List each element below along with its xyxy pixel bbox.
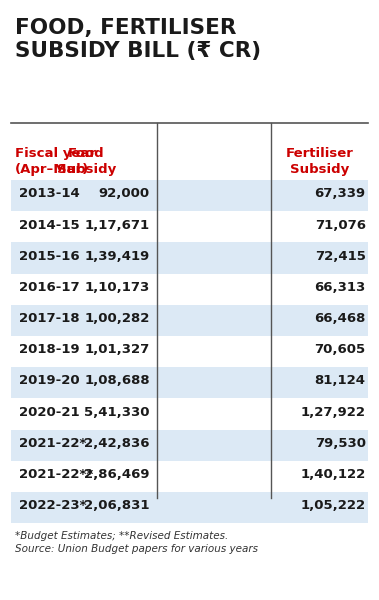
Text: Fiscal year
(Apr–Mar): Fiscal year (Apr–Mar) xyxy=(15,147,96,175)
Text: 1,10,173: 1,10,173 xyxy=(85,281,150,294)
Text: 72,415: 72,415 xyxy=(315,250,366,263)
Text: 2017-18: 2017-18 xyxy=(19,312,80,325)
Text: 1,00,282: 1,00,282 xyxy=(85,312,150,325)
FancyBboxPatch shape xyxy=(11,492,368,523)
FancyBboxPatch shape xyxy=(11,430,368,461)
Text: 2,86,469: 2,86,469 xyxy=(84,468,150,481)
FancyBboxPatch shape xyxy=(11,180,368,211)
Text: 67,339: 67,339 xyxy=(315,187,366,200)
Text: 2021-22**: 2021-22** xyxy=(19,468,93,481)
Text: 92,000: 92,000 xyxy=(99,187,150,200)
Text: 2013-14: 2013-14 xyxy=(19,187,80,200)
Text: 2014-15: 2014-15 xyxy=(19,218,80,232)
Text: FOOD, FERTILISER
SUBSIDY BILL (₹ CR): FOOD, FERTILISER SUBSIDY BILL (₹ CR) xyxy=(15,18,261,61)
Text: 81,124: 81,124 xyxy=(315,374,366,388)
Text: 2,42,836: 2,42,836 xyxy=(84,437,150,450)
Text: 1,01,327: 1,01,327 xyxy=(85,343,150,356)
Text: Fertiliser
Subsidy: Fertiliser Subsidy xyxy=(285,147,353,175)
Text: *Budget Estimates; **Revised Estimates.
Source: Union Budget papers for various : *Budget Estimates; **Revised Estimates. … xyxy=(15,531,258,554)
Text: 1,05,222: 1,05,222 xyxy=(301,499,366,512)
Text: 66,468: 66,468 xyxy=(314,312,366,325)
Text: 2016-17: 2016-17 xyxy=(19,281,80,294)
Text: 79,530: 79,530 xyxy=(315,437,366,450)
Text: Food
Subsidy: Food Subsidy xyxy=(56,147,116,175)
Text: 1,17,671: 1,17,671 xyxy=(85,218,150,232)
Text: 2019-20: 2019-20 xyxy=(19,374,80,388)
Text: 1,39,419: 1,39,419 xyxy=(85,250,150,263)
Text: 2021-22*: 2021-22* xyxy=(19,437,86,450)
Text: 71,076: 71,076 xyxy=(315,218,366,232)
Text: 2022-23*: 2022-23* xyxy=(19,499,86,512)
FancyBboxPatch shape xyxy=(11,242,368,274)
Text: 5,41,330: 5,41,330 xyxy=(84,406,150,419)
Text: 2020-21: 2020-21 xyxy=(19,406,80,419)
Text: 66,313: 66,313 xyxy=(315,281,366,294)
Text: 1,27,922: 1,27,922 xyxy=(301,406,366,419)
FancyBboxPatch shape xyxy=(11,305,368,336)
Text: 1,08,688: 1,08,688 xyxy=(84,374,150,388)
Text: 2,06,831: 2,06,831 xyxy=(84,499,150,512)
Text: 2015-16: 2015-16 xyxy=(19,250,80,263)
Text: 1,40,122: 1,40,122 xyxy=(301,468,366,481)
Text: 70,605: 70,605 xyxy=(315,343,366,356)
FancyBboxPatch shape xyxy=(11,367,368,398)
Text: 2018-19: 2018-19 xyxy=(19,343,80,356)
